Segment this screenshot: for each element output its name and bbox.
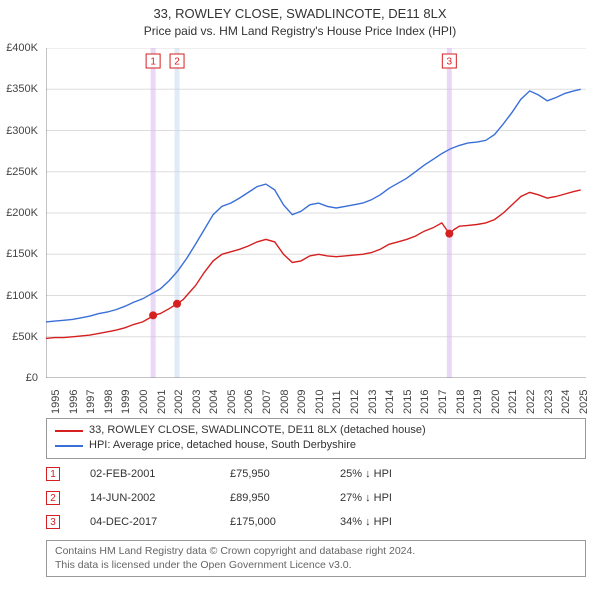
x-tick-label: 2024 (560, 390, 572, 414)
x-tick-label: 2019 (472, 390, 484, 414)
svg-text:1: 1 (150, 57, 156, 68)
y-tick-label: £0 (26, 372, 38, 384)
legend-swatch (55, 430, 83, 432)
x-tick-label: 2013 (367, 390, 379, 414)
transaction-marker: 3 (46, 515, 60, 529)
x-tick-label: 2003 (191, 390, 203, 414)
y-tick-label: £50K (12, 331, 38, 343)
x-tick-label: 2025 (578, 390, 590, 414)
transaction-pct: 34% ↓ HPI (340, 516, 480, 528)
x-tick-label: 2002 (173, 390, 185, 414)
legend-box: 33, ROWLEY CLOSE, SWADLINCOTE, DE11 8LX … (46, 418, 586, 459)
legend-item: HPI: Average price, detached house, Sout… (55, 438, 577, 453)
x-tick-label: 1998 (103, 390, 115, 414)
transaction-row: 3 04-DEC-2017£175,00034% ↓ HPI (46, 510, 586, 534)
transaction-date: 02-FEB-2001 (90, 468, 230, 480)
x-tick-label: 2016 (419, 390, 431, 414)
y-tick-label: £300K (6, 125, 38, 137)
x-tick-label: 2012 (349, 390, 361, 414)
x-tick-label: 2005 (226, 390, 238, 414)
x-tick-label: 2000 (138, 390, 150, 414)
footer-line-1: Contains HM Land Registry data © Crown c… (55, 545, 577, 559)
x-tick-label: 2008 (279, 390, 291, 414)
chart-title: 33, ROWLEY CLOSE, SWADLINCOTE, DE11 8LX (0, 0, 600, 22)
transaction-row: 1 02-FEB-2001£75,95025% ↓ HPI (46, 462, 586, 486)
y-tick-label: £250K (6, 166, 38, 178)
x-tick-label: 2007 (261, 390, 273, 414)
x-tick-label: 2017 (437, 390, 449, 414)
legend-swatch (55, 445, 83, 447)
x-tick-label: 2011 (331, 390, 343, 414)
x-tick-label: 2015 (402, 390, 414, 414)
x-tick-label: 2022 (525, 390, 537, 414)
x-tick-label: 2023 (543, 390, 555, 414)
transaction-price: £175,000 (230, 516, 340, 528)
chart-area: 123 £0£50K£100K£150K£200K£250K£300K£350K… (46, 48, 586, 378)
x-tick-label: 2004 (208, 390, 220, 414)
y-tick-label: £100K (6, 290, 38, 302)
chart-svg: 1 2 3 (46, 48, 586, 378)
transaction-date: 04-DEC-2017 (90, 516, 230, 528)
x-tick-label: 2010 (314, 390, 326, 414)
svg-text:3: 3 (447, 57, 453, 68)
transaction-marker: 2 (46, 491, 60, 505)
x-tick-label: 1997 (85, 390, 97, 414)
y-tick-label: £350K (6, 83, 38, 95)
y-tick-label: £400K (6, 42, 38, 54)
x-tick-label: 1999 (120, 390, 132, 414)
x-tick-label: 2001 (156, 390, 168, 414)
x-tick-label: 2014 (384, 390, 396, 414)
x-tick-label: 2021 (507, 390, 519, 414)
x-tick-label: 2009 (296, 390, 308, 414)
legend-label: 33, ROWLEY CLOSE, SWADLINCOTE, DE11 8LX … (89, 423, 426, 438)
chart-subtitle: Price paid vs. HM Land Registry's House … (0, 22, 600, 38)
transaction-date: 14-JUN-2002 (90, 492, 230, 504)
transaction-pct: 27% ↓ HPI (340, 492, 480, 504)
y-tick-label: £200K (6, 207, 38, 219)
transaction-marker: 1 (46, 467, 60, 481)
transaction-price: £89,950 (230, 492, 340, 504)
x-tick-label: 2020 (490, 390, 502, 414)
x-tick-label: 2018 (455, 390, 467, 414)
y-tick-label: £150K (6, 248, 38, 260)
transaction-row: 2 14-JUN-2002£89,95027% ↓ HPI (46, 486, 586, 510)
footer-box: Contains HM Land Registry data © Crown c… (46, 540, 586, 577)
footer-line-2: This data is licensed under the Open Gov… (55, 559, 577, 573)
x-tick-label: 1996 (68, 390, 80, 414)
svg-text:2: 2 (174, 57, 180, 68)
transaction-pct: 25% ↓ HPI (340, 468, 480, 480)
transaction-price: £75,950 (230, 468, 340, 480)
x-tick-label: 1995 (50, 390, 62, 414)
legend-item: 33, ROWLEY CLOSE, SWADLINCOTE, DE11 8LX … (55, 423, 577, 438)
transactions-table: 1 02-FEB-2001£75,95025% ↓ HPI 2 14-JUN-2002… (46, 462, 586, 534)
x-tick-label: 2006 (243, 390, 255, 414)
legend-label: HPI: Average price, detached house, Sout… (89, 438, 356, 453)
